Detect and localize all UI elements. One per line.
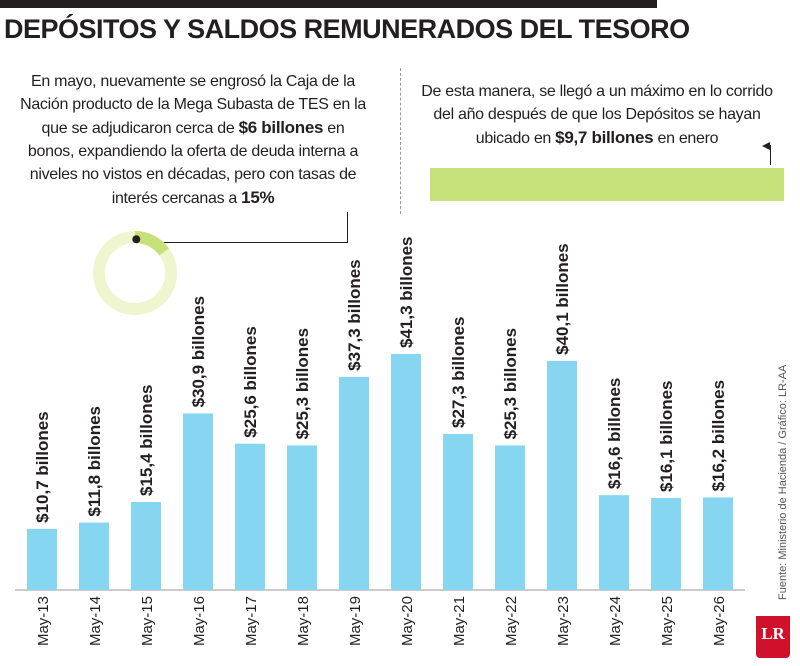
annotation-left-text-2: en bonos, expandiendo la oferta de deuda…: [27, 120, 359, 207]
data-label-may-16: $30,9 billones: [189, 296, 208, 408]
bar-may-20: [391, 354, 421, 590]
annotation-left: En mayo, nuevamente se engrosó la Caja d…: [18, 70, 368, 210]
top-rule: [0, 0, 657, 8]
annotation-right-bold-1: $9,7 billones: [555, 128, 654, 147]
bar-may-13: [27, 528, 57, 590]
tick-label-may-17: May-17: [243, 596, 260, 646]
tick-label-may-16: May-16: [191, 596, 208, 646]
bar-may-22: [495, 445, 525, 590]
data-label-may-19: $37,3 billones: [345, 259, 364, 371]
data-label-may-17: $25,6 billones: [241, 326, 260, 438]
logo-text: LR: [761, 624, 785, 643]
bar-may-19: [339, 376, 369, 590]
bar-may-14: [79, 522, 109, 590]
annotation-right: De esta manera, se llegó a un máximo en …: [418, 80, 776, 150]
bar-may-17: [235, 443, 265, 590]
annotation-right-text-2: en enero: [653, 130, 719, 147]
tick-label-may-21: May-21: [451, 596, 468, 646]
donut-marker-dot: [132, 235, 141, 244]
annotation-right-text-1: De esta manera, se llegó a un máximo en …: [421, 83, 773, 147]
annotation-left-bold-1: $6 billones: [238, 118, 324, 137]
page-title: DEPÓSITOS Y SALDOS REMUNERADOS DEL TESOR…: [4, 14, 690, 44]
data-label-may-20: $41,3 billones: [397, 237, 416, 349]
tick-label-may-25: May-25: [659, 596, 676, 646]
tick-label-may-18: May-18: [295, 596, 312, 646]
data-label-may-22: $25,3 billones: [501, 328, 520, 440]
tick-label-may-20: May-20: [399, 596, 416, 646]
tick-label-may-26: May-26: [711, 596, 728, 646]
source-credit: Fuente: Ministerio de Hacienda / Gráfico…: [777, 364, 789, 600]
bar-may-25: [651, 498, 681, 590]
data-label-may-18: $25,3 billones: [293, 328, 312, 440]
tick-label-may-24: May-24: [607, 596, 624, 646]
bar-may-15: [131, 502, 161, 590]
bar-may-23: [547, 360, 577, 590]
dashed-divider: [400, 68, 401, 214]
tick-label-may-14: May-14: [87, 596, 104, 646]
annotation-left-bold-2: 15%: [241, 188, 275, 207]
tick-label-may-15: May-15: [139, 596, 156, 646]
percent-donut: [93, 231, 177, 315]
tick-label-may-22: May-22: [503, 596, 520, 646]
data-label-may-24: $16,6 billones: [605, 378, 624, 490]
arrow-connector: [770, 145, 771, 165]
data-label-may-13: $10,7 billones: [33, 411, 52, 523]
data-label-may-21: $27,3 billones: [449, 317, 468, 429]
bar-may-16: [183, 413, 213, 590]
data-label-may-14: $11,8 billones: [85, 406, 104, 517]
data-label-may-25: $16,1 billones: [657, 381, 676, 493]
tick-label-may-19: May-19: [347, 596, 364, 646]
tick-label-may-13: May-13: [35, 596, 52, 646]
january-deposits-bar: [430, 168, 784, 201]
bar-may-21: [443, 434, 473, 590]
bar-may-26: [703, 497, 733, 590]
data-label-may-15: $15,4 billones: [137, 385, 156, 497]
leader-line-vertical: [347, 212, 348, 242]
leader-line-horizontal: [150, 242, 348, 243]
bar-may-24: [599, 495, 629, 590]
data-label-may-23: $40,1 billones: [553, 243, 572, 355]
tick-label-may-23: May-23: [555, 596, 572, 646]
bar-may-18: [287, 445, 317, 590]
data-label-may-26: $16,2 billones: [709, 380, 728, 492]
lr-logo: LR: [756, 616, 790, 658]
annotation-left-text-1: En mayo, nuevamente se engrosó la Caja d…: [20, 73, 366, 137]
arrow-left-icon: [762, 142, 770, 150]
